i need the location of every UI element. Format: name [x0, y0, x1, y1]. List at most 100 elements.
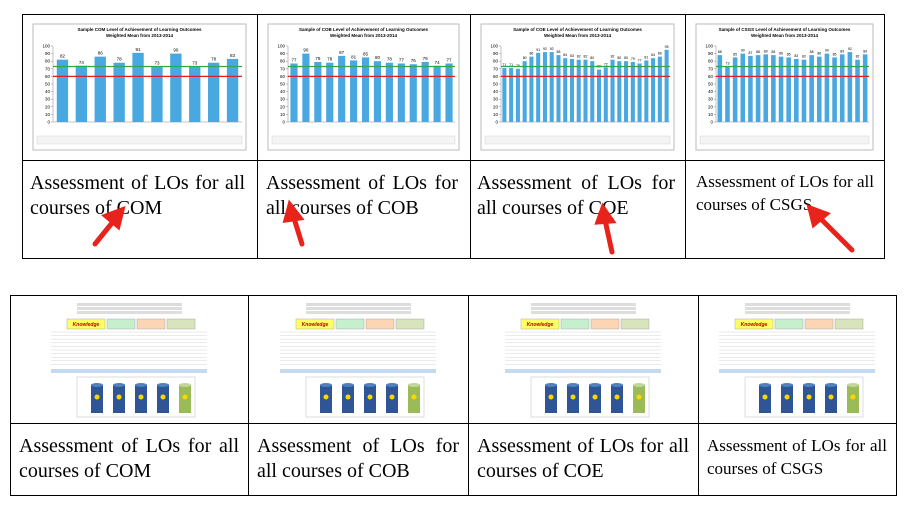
- value-label: 80: [617, 56, 621, 60]
- bar: [549, 52, 554, 122]
- cylinder-top: [632, 383, 645, 387]
- value-label: 73: [726, 62, 730, 66]
- bar: [717, 55, 723, 123]
- cylinder-top: [566, 383, 579, 387]
- sheet-row: [76, 311, 182, 314]
- value-label: 71: [502, 63, 506, 67]
- y-tick-label: 0: [47, 120, 50, 125]
- y-tick-label: 10: [708, 112, 714, 117]
- bar: [603, 67, 608, 122]
- sheet-header: [295, 318, 334, 330]
- sheet-header: [520, 318, 559, 330]
- value-label: 77: [291, 57, 297, 62]
- sheet-row: [744, 303, 850, 306]
- chart-thumbnail: Sample COM Level of Achievement of Learn…: [32, 23, 247, 151]
- bar: [421, 61, 429, 122]
- sheet-header-label: Knowledge: [526, 322, 553, 328]
- value-label: 82: [577, 55, 581, 59]
- bar: [509, 68, 514, 122]
- value-label: 80: [375, 55, 381, 60]
- bar: [794, 58, 799, 122]
- value-label: 79: [631, 57, 635, 61]
- cylinder-badge: [614, 394, 619, 400]
- cylinder-top: [544, 383, 557, 387]
- sheet-header-cell: [804, 318, 833, 330]
- value-label: 81: [351, 54, 357, 59]
- y-tick-label: 70: [45, 66, 51, 71]
- cylinder-top: [156, 383, 169, 387]
- chart-thumbnail: Sample of CSGS Level of Achievement of L…: [695, 23, 874, 151]
- bar: [433, 65, 441, 122]
- bar: [556, 55, 561, 123]
- y-tick-label: 80: [493, 59, 499, 64]
- bar: [725, 66, 730, 122]
- value-label: 85: [363, 51, 369, 56]
- spreadsheet-thumbnail: Knowledge: [504, 303, 661, 418]
- value-label: 91: [536, 48, 540, 52]
- bar: [590, 61, 595, 122]
- cylinder-top: [407, 383, 420, 387]
- y-tick-label: 60: [493, 74, 499, 79]
- sheet-header-cell: [365, 318, 394, 330]
- bar: [207, 62, 220, 122]
- bar: [755, 55, 761, 123]
- value-label: 71: [509, 63, 513, 67]
- chart-title: Sample of COB Level of Achievement of Le…: [299, 27, 429, 32]
- sheet-row: [76, 303, 182, 306]
- bar: [113, 62, 125, 122]
- value-label: 89: [840, 49, 844, 53]
- value-label: 86: [529, 52, 533, 56]
- chart-thumbnail: Sample of COB Level of Achievement of Le…: [267, 23, 460, 151]
- bar: [862, 54, 868, 122]
- y-tick-label: 20: [280, 104, 286, 109]
- bar: [576, 59, 581, 122]
- sheet-row: [305, 307, 411, 310]
- value-label: 80: [523, 56, 527, 60]
- value-label: 92: [543, 47, 547, 51]
- value-label: 87: [339, 50, 345, 55]
- y-tick-label: 10: [45, 112, 51, 117]
- value-label: 87: [748, 51, 752, 55]
- sheet-band: [718, 369, 875, 373]
- y-tick-label: 50: [280, 82, 286, 87]
- cylinder-badge: [411, 394, 416, 400]
- sheet-row: [305, 303, 411, 306]
- cylinder-top: [385, 383, 398, 387]
- y-tick-label: 50: [45, 82, 51, 87]
- y-tick-label: 40: [708, 89, 714, 94]
- y-tick-label: 30: [45, 97, 51, 102]
- y-tick-label: 70: [280, 66, 286, 71]
- cylinder-badge: [850, 394, 855, 400]
- y-tick-label: 80: [45, 59, 51, 64]
- value-label: 85: [833, 52, 837, 56]
- bar: [338, 55, 346, 122]
- chart-subtitle: Weighted Mean from 2013-2014: [106, 33, 173, 38]
- sheet-header-cell: [166, 318, 195, 330]
- bar: [515, 68, 520, 122]
- value-label: 78: [211, 57, 217, 62]
- y-tick-label: 40: [493, 89, 499, 94]
- cylinder-badge: [116, 394, 121, 400]
- bar: [94, 56, 106, 122]
- y-tick-label: 10: [280, 112, 286, 117]
- value-label: 83: [570, 54, 574, 58]
- value-label: 80: [590, 56, 594, 60]
- chart-subtitle: Weighted Mean from 2013-2014: [330, 33, 397, 38]
- bar: [151, 66, 163, 122]
- caption: Assessment of LOs for all courses of COE: [477, 172, 675, 219]
- value-label: 90: [741, 49, 745, 53]
- chart-title: Sample of COE Level of Achievement of Le…: [513, 27, 642, 32]
- y-tick-label: 100: [705, 44, 713, 49]
- cylinder-badge: [94, 394, 99, 400]
- cylinder-badge: [636, 394, 641, 400]
- cylinder-badge: [548, 394, 553, 400]
- y-tick-label: 30: [280, 97, 286, 102]
- caption: Assessment of LOs for all courses of COE: [477, 435, 689, 482]
- cylinder-top: [824, 383, 837, 387]
- y-tick-label: 90: [493, 51, 499, 56]
- y-tick-label: 30: [708, 97, 714, 102]
- value-label: 82: [584, 55, 588, 59]
- bar: [855, 59, 860, 122]
- cylinder-top: [846, 383, 859, 387]
- bar: [847, 52, 853, 122]
